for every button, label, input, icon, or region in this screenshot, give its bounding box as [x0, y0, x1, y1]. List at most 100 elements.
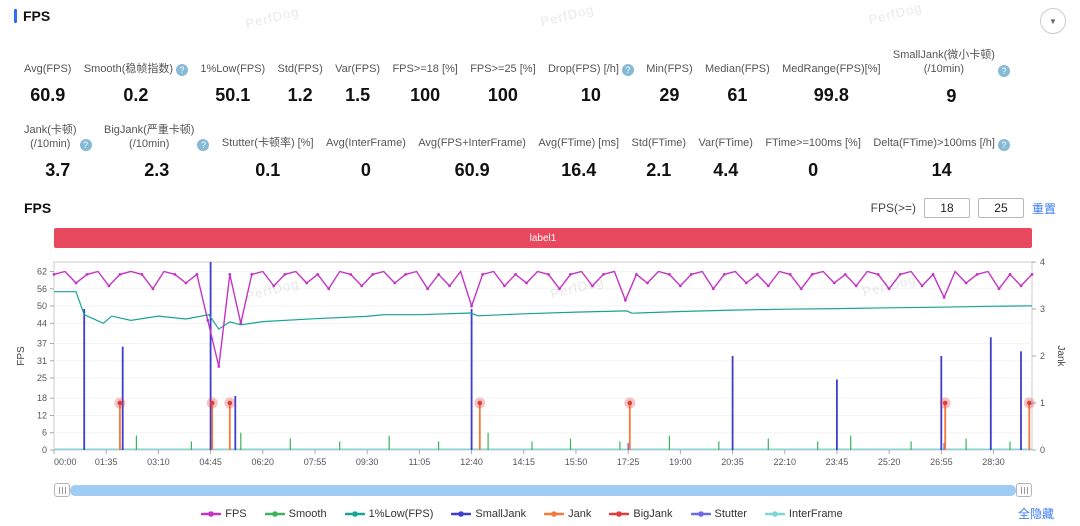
help-icon[interactable]: ? [997, 138, 1010, 151]
legend-item-bigjank[interactable]: BigJank [609, 508, 673, 520]
grip-icon [64, 486, 66, 494]
svg-text:00:00: 00:00 [54, 457, 77, 467]
legend-line-icon [609, 510, 630, 517]
svg-text:2: 2 [1040, 351, 1045, 361]
svg-text:31: 31 [37, 356, 47, 366]
stat-avg-ftime: Avg(FTime) [ms] 16.4 [538, 137, 620, 180]
stat-jank: Jank(卡顿) (/10min)? 3.7 [24, 123, 92, 182]
scrollbar-thumb[interactable] [70, 484, 1016, 496]
chart-legend: FPS Smooth 1%Low(FPS) SmallJank Jank BigJank S… [26, 508, 1018, 520]
legend-item-smalljank[interactable]: SmallJank [451, 508, 526, 520]
svg-text:FPS: FPS [16, 346, 27, 366]
stat-fps-ge-18: FPS>=18 [%] 100 [392, 62, 458, 105]
fps-threshold-label: FPS(>=) [870, 201, 916, 216]
page-title: FPS [23, 8, 51, 24]
svg-text:20:35: 20:35 [721, 457, 744, 467]
svg-text:62: 62 [37, 267, 47, 277]
stat-value: 2.3 [144, 160, 170, 181]
legend-line-icon [201, 510, 222, 517]
stat-stutter: Stutter(卡顿率) [%] 0.1 [221, 137, 314, 180]
title-accent-bar [14, 9, 17, 23]
help-icon[interactable]: ? [79, 139, 92, 152]
stat-value: 100 [410, 85, 441, 105]
stat-smalljank: SmallJank(微小卡顿) (/10min)? 9 [893, 48, 1010, 107]
help-icon[interactable]: ? [197, 139, 210, 152]
svg-text:17:25: 17:25 [617, 457, 640, 467]
legend-line-icon [764, 510, 785, 517]
svg-text:18: 18 [37, 393, 47, 403]
legend-line-icon [264, 510, 285, 517]
stat-drop-fps: Drop(FPS) [/h]? 10 [548, 48, 634, 107]
svg-text:09:30: 09:30 [356, 457, 379, 467]
svg-text:06:20: 06:20 [252, 457, 275, 467]
chart-scrollbar[interactable] [54, 483, 1032, 498]
stats-row-2: Jank(卡顿) (/10min)? 3.7 BigJank(严重卡顿) (/1… [0, 123, 1080, 182]
svg-text:26:55: 26:55 [930, 457, 953, 467]
svg-text:12: 12 [37, 411, 47, 421]
svg-text:01:35: 01:35 [95, 457, 118, 467]
stat-min-fps: Min(FPS) 29 [646, 62, 693, 105]
collapse-panel-button[interactable]: ▼ [1040, 8, 1066, 34]
stat-avg-fps-interframe: Avg(FPS+InterFrame) 60.9 [418, 137, 526, 180]
stat-value: 0 [808, 159, 819, 180]
stat-avg-fps: Avg(FPS) 60.9 [24, 62, 72, 105]
fps-threshold-input-2[interactable] [977, 198, 1024, 219]
svg-text:25: 25 [37, 373, 47, 383]
stat-smooth: Smooth(稳帧指数)? 0.2 [84, 48, 189, 107]
stat-var-fps: Var(FPS) 1.5 [335, 62, 381, 105]
grip-icon [1020, 486, 1022, 494]
stat-value: 61 [727, 85, 748, 105]
scrollbar-left-handle[interactable] [54, 483, 70, 498]
stat-value: 99.8 [813, 85, 849, 105]
stat-medrange-fps: MedRange(FPS)[%] 99.8 [782, 62, 881, 105]
stat-delta-ftime: Delta(FTime)>100ms [/h]? 14 [873, 123, 1010, 182]
legend-item-jank[interactable]: Jank [544, 508, 591, 520]
legend-item-1-low-fps-[interactable]: 1%Low(FPS) [344, 508, 433, 520]
svg-text:3: 3 [1040, 304, 1045, 314]
legend-item-fps[interactable]: FPS [201, 508, 247, 520]
hide-all-link[interactable]: 全隐藏 [1017, 507, 1054, 522]
fps-threshold-controls: FPS(>=) 重置 [870, 198, 1056, 219]
svg-text:Jank: Jank [1055, 346, 1066, 368]
grip-icon [1023, 486, 1025, 494]
svg-text:4: 4 [1040, 257, 1045, 267]
svg-text:0: 0 [42, 445, 47, 455]
chart-title: FPS [24, 200, 52, 217]
help-icon[interactable]: ? [621, 64, 634, 76]
grip-icon [1026, 486, 1028, 494]
scrollbar-right-handle[interactable] [1016, 483, 1032, 498]
legend-line-icon [344, 510, 365, 517]
chart-section-header: FPS FPS(>=) 重置 [0, 197, 1080, 219]
svg-text:50: 50 [37, 301, 47, 311]
chart-label-banner[interactable]: label1 [54, 228, 1032, 249]
svg-text:19:00: 19:00 [669, 457, 692, 467]
stats-row-1: Avg(FPS) 60.9 Smooth(稳帧指数)? 0.2 1%Low(FP… [0, 48, 1080, 107]
svg-text:11:05: 11:05 [408, 457, 430, 467]
help-icon[interactable]: ? [997, 64, 1010, 77]
stat-value: 29 [659, 85, 680, 105]
stat-value: 0.2 [123, 85, 149, 105]
stat-value: 60.9 [30, 85, 66, 105]
reset-link[interactable]: 重置 [1031, 201, 1056, 216]
fps-threshold-input-1[interactable] [923, 198, 970, 219]
legend-item-interframe[interactable]: InterFrame [764, 508, 843, 520]
stat-fps-ge-25: FPS>=25 [%] 100 [470, 62, 536, 105]
svg-text:56: 56 [37, 284, 47, 294]
stat-std-ftime: Std(FTime) 2.1 [631, 137, 687, 180]
svg-text:07:55: 07:55 [304, 457, 327, 467]
stat-value: 0 [360, 159, 371, 180]
stat-value: 16.4 [561, 159, 597, 180]
stat-value: 60.9 [454, 159, 490, 180]
legend-item-smooth[interactable]: Smooth [264, 508, 327, 520]
stat-value: 2.1 [646, 159, 672, 180]
svg-text:22:10: 22:10 [773, 457, 796, 467]
page-title-wrap: FPS [14, 8, 50, 24]
svg-text:12:40: 12:40 [460, 457, 483, 467]
help-icon[interactable]: ? [176, 64, 189, 76]
stat-ftime-ge-100ms: FTime>=100ms [%] 0 [765, 137, 861, 180]
legend-line-icon [690, 510, 711, 517]
svg-text:37: 37 [37, 339, 47, 349]
stat-median-fps: Median(FPS) 61 [704, 62, 770, 105]
legend-item-stutter[interactable]: Stutter [690, 508, 747, 520]
fps-chart[interactable]: 0 6 12 18 25 31 37 44 50 56 62 0 1 2 3 4 00:00 01:35 03:10… [0, 248, 1080, 479]
